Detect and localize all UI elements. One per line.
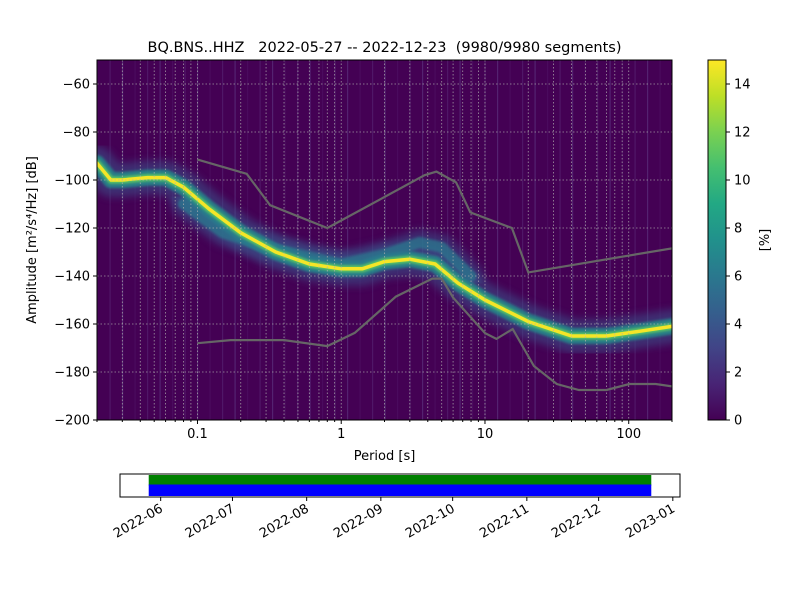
bin-stripe [359, 60, 361, 420]
colorbar [707, 59, 727, 421]
bin-stripe [597, 60, 599, 420]
y-tick-label: −60 [63, 78, 90, 93]
bin-stripe [97, 60, 99, 420]
bin-stripe [322, 60, 324, 420]
bin-stripe [134, 60, 136, 420]
bin-stripe [522, 60, 524, 420]
y-tick-label: −80 [63, 126, 90, 141]
timeline-tick-label: 2022-10 [403, 501, 458, 541]
timeline-tick-label: 2022-07 [183, 501, 238, 541]
psd-histogram [97, 60, 672, 420]
bin-stripe [622, 60, 624, 420]
y-tick-label: −120 [54, 222, 90, 237]
y-axis-label: Amplitude [m²/s⁴/Hz] [dB] [25, 156, 40, 324]
grid-lines [97, 60, 672, 420]
y-tick-label: −160 [54, 318, 90, 333]
timeline-tick-label: 2022-09 [331, 501, 386, 541]
y-axis: −60 −80 −100 −120 −140 −160 −180 −200 [54, 78, 97, 429]
bin-stripe [147, 60, 149, 420]
x-axis: 0.1 1 10 100 [96, 420, 673, 442]
bin-stripe [172, 60, 174, 420]
bin-stripe [109, 60, 111, 420]
bin-stripe [634, 60, 636, 420]
colorbar-tick-label: 8 [734, 222, 742, 237]
noise-model-high [197, 158, 672, 274]
colorbar-tick-label: 0 [734, 414, 742, 429]
timeline-tick-label: 2022-08 [257, 501, 312, 541]
coverage-bars [148, 475, 652, 496]
bin-stripe [547, 60, 549, 420]
noise-model-lines [197, 158, 672, 392]
y-tick-label: −200 [54, 414, 90, 429]
x-tick-label: 10 [477, 427, 494, 442]
bin-stripe [572, 60, 574, 420]
colorbar-tick-label: 6 [734, 270, 742, 285]
density-band [97, 161, 672, 338]
bin-stripe [659, 60, 661, 420]
bin-stripe [372, 60, 374, 420]
x-axis-label: Period [s] [354, 449, 416, 464]
bin-stripe [497, 60, 499, 420]
colorbar-label: [%] [758, 229, 773, 252]
bin-stripe [347, 60, 349, 420]
coverage-bar [148, 484, 652, 496]
x-tick-label: 1 [337, 427, 345, 442]
colorbar-axis: 0 2 4 6 8 10 12 14 [726, 78, 751, 429]
y-tick-label: −140 [54, 270, 90, 285]
data-coverage-timeline: 2022-06 2022-07 2022-08 2022-09 2022-10 2022-… [111, 473, 681, 542]
colorbar-tick-label: 14 [734, 78, 751, 93]
timeline-axis: 2022-06 2022-07 2022-08 2022-09 2022-10 2022-… [111, 497, 678, 542]
colorbar-tick-label: 10 [734, 174, 751, 189]
coverage-bar [148, 475, 652, 486]
timeline-tick-label: 2022-06 [111, 501, 166, 541]
y-tick-label: −180 [54, 366, 90, 381]
bin-stripe [559, 60, 561, 420]
x-tick-label: 0.1 [187, 427, 208, 442]
bin-stripe [609, 60, 611, 420]
bin-stripe [534, 60, 536, 420]
bin-stripe [209, 60, 211, 420]
timeline-tick-label: 2022-12 [549, 501, 604, 541]
x-tick-label: 100 [616, 427, 641, 442]
noise-model-low [197, 277, 672, 392]
chart-title: BQ.BNS..HHZ 2022-05-27 -- 2022-12-23 (99… [148, 40, 622, 56]
colorbar-tick-label: 4 [734, 318, 742, 333]
timeline-tick-label: 2022-11 [477, 501, 532, 541]
bin-stripe [509, 60, 511, 420]
bin-stripe [472, 60, 474, 420]
bin-stripe [309, 60, 311, 420]
y-tick-label: −100 [54, 174, 90, 189]
bin-stripe [184, 60, 186, 420]
bin-stripe [384, 60, 386, 420]
bin-stripe [647, 60, 649, 420]
bin-stripe [459, 60, 461, 420]
timeline-tick-label: 2023-01 [623, 501, 678, 541]
bin-stripe [159, 60, 161, 420]
colorbar-tick-label: 2 [734, 366, 742, 381]
timeline-frame [119, 473, 681, 498]
bin-stripe [334, 60, 336, 420]
colorbar-tick-label: 12 [734, 126, 751, 141]
